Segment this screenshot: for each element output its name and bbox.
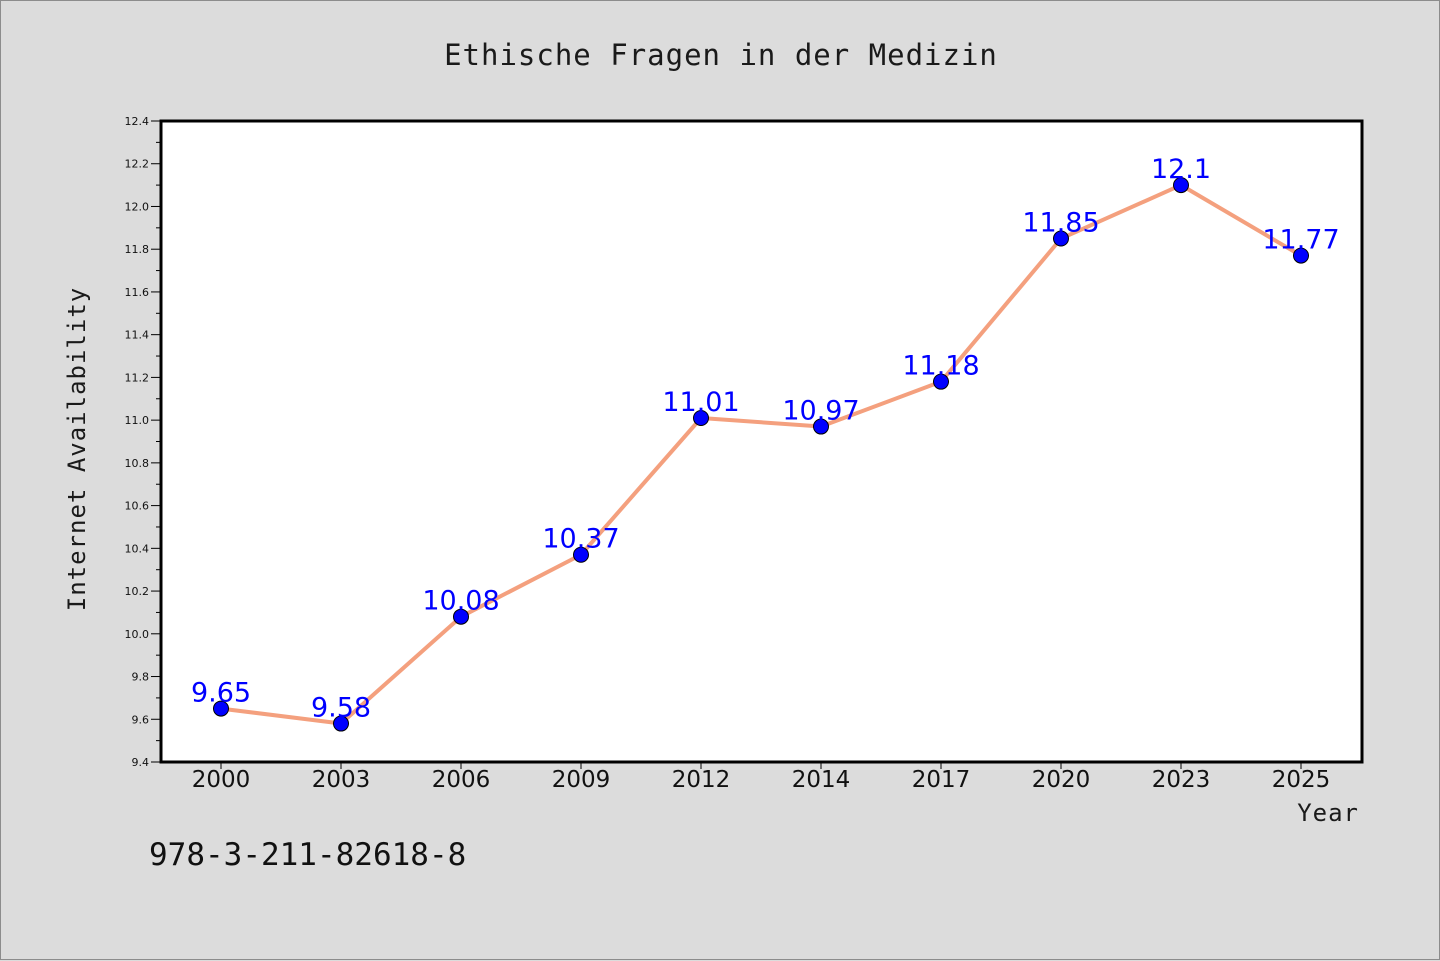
y-tick-label: 10.0 [125, 628, 150, 641]
y-axis-title: Internet Availability [63, 287, 91, 611]
y-tick-label: 9.6 [132, 713, 150, 726]
x-tick-label: 2014 [792, 767, 851, 793]
x-tick-label: 2009 [552, 767, 611, 793]
y-tick-label: 11.8 [125, 243, 150, 256]
data-point-2014 [813, 418, 829, 435]
x-tick-label: 2017 [912, 767, 971, 793]
x-tick-label: 2012 [672, 767, 731, 793]
y-tick-label: 10.2 [125, 585, 150, 598]
x-tick-label: 2025 [1272, 767, 1331, 793]
series-line-group [219, 183, 1303, 726]
y-tick-label: 9.8 [132, 671, 150, 684]
data-point-2025 [1293, 247, 1309, 264]
data-point-2012 [693, 409, 709, 426]
data-label-2025: 11.77 [1262, 225, 1339, 256]
data-point-2000 [213, 700, 229, 717]
x-tick-label: 2006 [432, 767, 491, 793]
data-points [213, 177, 1309, 732]
isbn-text: 978-3-211-82618-8 [149, 837, 466, 873]
plot-border [159, 119, 1364, 764]
y-tick-label: 10.6 [125, 500, 150, 513]
chart-title: Ethische Fragen in der Medizin [444, 38, 998, 72]
data-label-2000: 9.65 [191, 678, 251, 709]
data-label-2012: 11.01 [662, 387, 739, 418]
data-label-2014: 10.97 [782, 396, 859, 427]
y-tick-label: 12.2 [125, 158, 150, 171]
y-tick-label: 11.6 [125, 286, 150, 299]
data-point-2020 [1053, 230, 1069, 247]
y-tick-label: 10.8 [125, 457, 150, 470]
plot-area [161, 121, 1362, 762]
y-tick-label: 9.4 [132, 756, 150, 769]
data-label-2006: 10.08 [422, 586, 499, 617]
y-tick-label: 11.4 [125, 329, 150, 342]
data-label-2023: 12.1 [1151, 154, 1211, 185]
y-tick-label: 12.4 [125, 115, 150, 128]
data-point-2023 [1173, 177, 1189, 194]
x-tick-label: 2020 [1032, 767, 1091, 793]
data-labels: 9.65 9.58 10.08 10.37 11.01 10.97 11.18 11.85 12… [191, 154, 1340, 723]
x-tick-label: 2023 [1152, 767, 1211, 793]
data-label-2020: 11.85 [1022, 208, 1099, 239]
y-axis: 9.4 9.6 9.8 10.0 10.2 10.4 10.6 10.8 11.0 11.2 11.… [125, 115, 161, 769]
data-label-2003: 9.58 [311, 693, 371, 724]
x-tick-label: 2003 [312, 767, 371, 793]
x-axis: 2000 2003 2006 2009 2012 2014 2017 2020 2023 2025 [192, 762, 1331, 793]
data-point-2003 [333, 715, 349, 732]
data-point-2009 [573, 546, 589, 563]
y-tick-label: 10.4 [125, 542, 150, 555]
data-point-2017 [933, 373, 949, 390]
data-label-2017: 11.18 [902, 351, 979, 382]
series-line [219, 183, 1303, 726]
y-tick-label: 11.2 [125, 371, 150, 384]
y-tick-label: 12.0 [125, 200, 150, 213]
y-tick-label: 11.0 [125, 414, 150, 427]
x-axis-title: Year [1297, 799, 1359, 827]
data-label-2009: 10.37 [542, 524, 619, 555]
data-point-2006 [453, 608, 469, 625]
x-tick-label: 2000 [192, 767, 251, 793]
